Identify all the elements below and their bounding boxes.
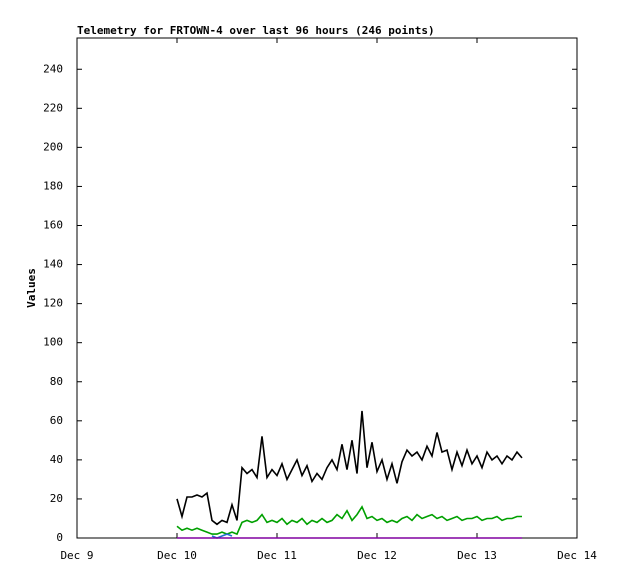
y-tick-label: 80 — [50, 375, 63, 388]
y-tick-label: 140 — [43, 258, 63, 271]
y-tick-label: 160 — [43, 219, 63, 232]
x-tick-label: Dec 11 — [257, 549, 297, 562]
y-axis-label: Values — [25, 268, 38, 308]
y-tick-label: 60 — [50, 414, 63, 427]
series-line — [176, 505, 522, 536]
x-tick-label: Dec 10 — [157, 549, 197, 562]
y-tick-label: 180 — [43, 179, 63, 192]
series-line — [176, 410, 523, 526]
x-tick-label: Dec 13 — [457, 549, 497, 562]
y-tick-label: 40 — [50, 453, 63, 466]
x-tick-label: Dec 14 — [557, 549, 597, 562]
x-tick-label: Dec 12 — [357, 549, 397, 562]
y-tick-label: 100 — [43, 336, 63, 349]
chart-title: Telemetry for FRTOWN-4 over last 96 hour… — [77, 24, 435, 37]
y-tick-label: 0 — [56, 531, 63, 544]
y-tick-label: 220 — [43, 101, 63, 114]
y-tick-label: 200 — [43, 140, 63, 153]
y-tick-label: 120 — [43, 297, 63, 310]
x-tick-label: Dec 9 — [60, 549, 93, 562]
y-tick-label: 20 — [50, 492, 63, 505]
y-tick-label: 240 — [43, 62, 63, 75]
